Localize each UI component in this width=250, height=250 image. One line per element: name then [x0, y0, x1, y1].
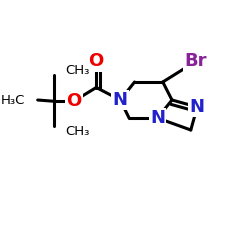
Text: O: O [66, 92, 81, 110]
Text: H₃C: H₃C [1, 94, 25, 106]
Text: CH₃: CH₃ [65, 64, 90, 76]
Text: N: N [190, 98, 205, 116]
Text: CH₃: CH₃ [65, 125, 90, 138]
Text: N: N [150, 109, 165, 127]
Text: N: N [113, 91, 128, 109]
Text: O: O [88, 52, 104, 70]
Text: Br: Br [185, 52, 207, 70]
